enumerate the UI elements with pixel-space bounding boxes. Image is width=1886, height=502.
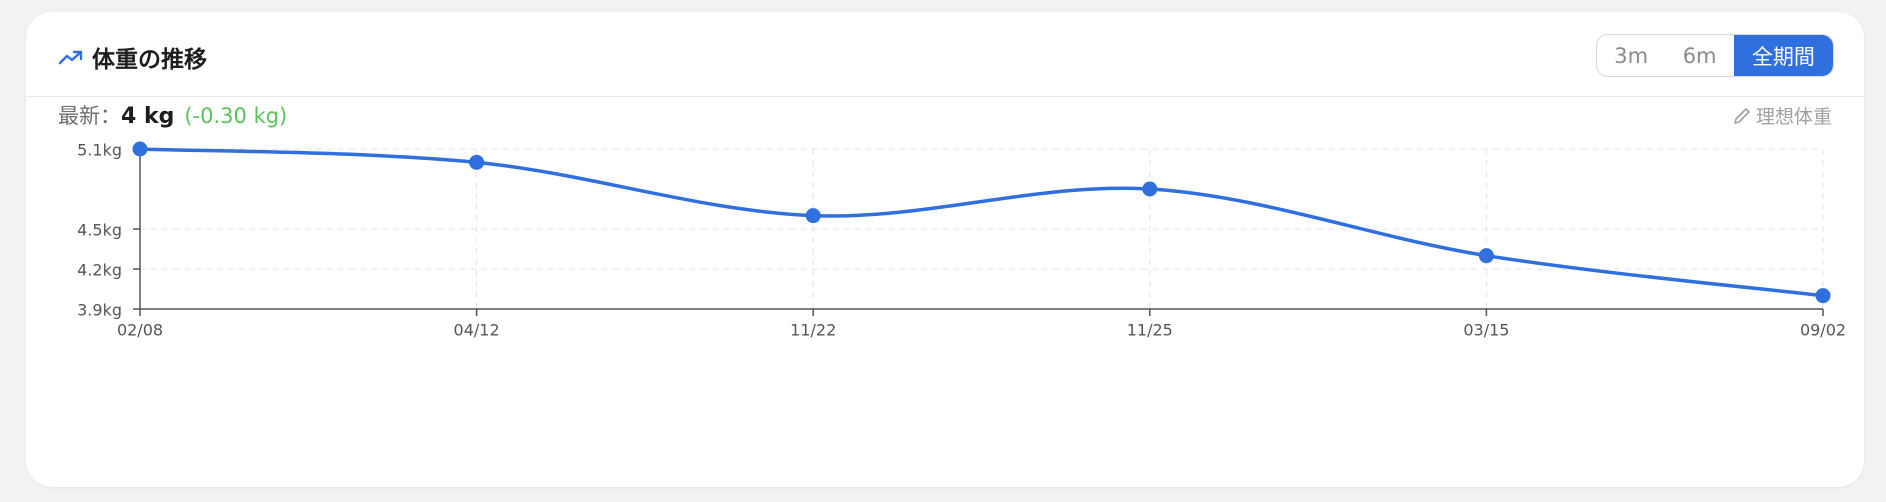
card: 体重の推移 3m 6m 全期間 最新：4 kg (-0.30 kg) 理想体重: [26, 12, 1864, 487]
ideal-label: 理想体重: [1755, 106, 1832, 128]
change-value: (-0.30 kg): [184, 104, 288, 128]
point: [805, 208, 821, 224]
divider: [26, 96, 1864, 97]
x-tick-label: 04/12: [454, 321, 500, 340]
summary-label: 最新：: [58, 104, 121, 128]
summary: 最新：4 kg (-0.30 kg): [58, 100, 287, 130]
range-button[interactable]: 全期間: [1733, 35, 1833, 76]
y-tick-label: 4.5kg: [77, 221, 122, 240]
line: [139, 147, 1824, 298]
latest-value: 4 kg: [121, 104, 175, 129]
x-tick-label: 11/22: [790, 321, 836, 340]
title: 体重の推移: [92, 47, 207, 73]
point: [132, 141, 148, 157]
x-tick-label: 09/02: [1800, 321, 1846, 340]
point: [1142, 181, 1158, 197]
range-button[interactable]: 3m: [1614, 43, 1649, 68]
x-tick-label: 11/25: [1127, 321, 1173, 340]
point: [469, 154, 485, 170]
range-selector: 3m 6m 全期間: [1596, 34, 1834, 77]
pencil-icon: [1734, 107, 1750, 124]
point: [1815, 288, 1831, 304]
x-tick-label: 03/15: [1463, 321, 1509, 340]
range-button[interactable]: 6m: [1682, 43, 1717, 68]
y-tick-label: 4.2kg: [77, 261, 122, 280]
x-tick-label: 02/08: [117, 321, 163, 340]
trend-icon: [58, 50, 83, 65]
header: 体重の推移: [58, 40, 207, 74]
point: [1478, 248, 1494, 264]
ideal-weight-link[interactable]: 理想体重: [1732, 102, 1832, 129]
y-tick-label: 5.1kg: [77, 141, 122, 160]
y-tick-label: 3.9kg: [77, 301, 122, 320]
